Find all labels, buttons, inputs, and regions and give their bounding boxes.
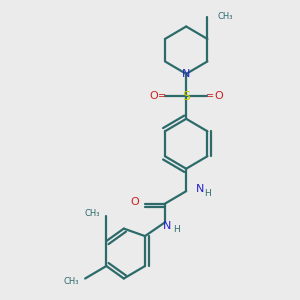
Text: O: O <box>149 92 158 101</box>
Text: H: H <box>173 225 180 234</box>
Text: O: O <box>214 92 223 101</box>
Text: N: N <box>163 221 172 231</box>
Text: O: O <box>131 197 140 207</box>
Text: =: = <box>206 92 214 101</box>
Text: CH₃: CH₃ <box>218 12 233 21</box>
Text: N: N <box>196 184 204 194</box>
Text: CH₃: CH₃ <box>85 209 100 218</box>
Text: S: S <box>182 90 190 103</box>
Text: CH₃: CH₃ <box>63 277 79 286</box>
Text: =: = <box>158 92 166 101</box>
Text: H: H <box>204 189 211 198</box>
Text: N: N <box>182 69 190 79</box>
